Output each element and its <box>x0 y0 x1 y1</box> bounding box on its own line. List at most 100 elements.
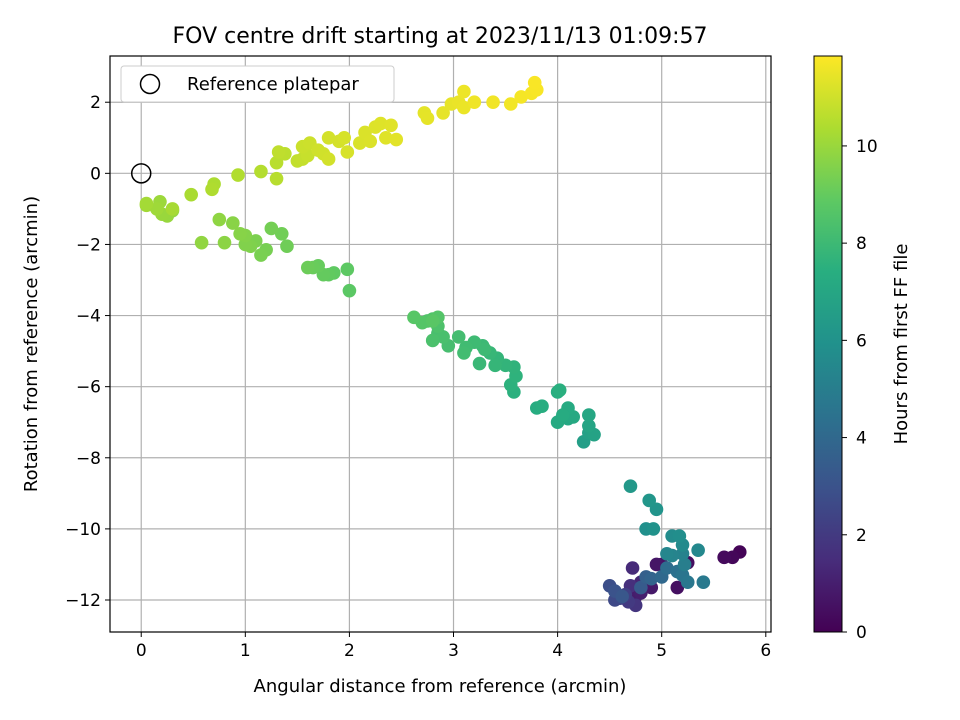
data-point <box>269 171 284 186</box>
data-point <box>691 543 705 558</box>
colorbar-gradient <box>813 55 843 633</box>
x-tick-label: 4 <box>552 641 563 661</box>
data-point <box>457 100 471 115</box>
data-point <box>670 580 685 595</box>
x-tick-label: 6 <box>760 641 771 661</box>
data-point <box>384 118 398 133</box>
x-axis-label: Angular distance from reference (arcmin) <box>254 676 627 697</box>
data-point <box>233 226 247 241</box>
x-tick-label: 3 <box>448 641 459 661</box>
data-point <box>205 182 219 197</box>
data-point <box>552 383 567 398</box>
data-point <box>582 408 596 422</box>
colorbar-tick-label: 10 <box>856 137 878 157</box>
data-point <box>477 342 492 357</box>
x-tick-label: 2 <box>344 641 355 661</box>
data-point <box>634 580 648 595</box>
data-point <box>363 134 378 149</box>
data-point <box>194 235 209 250</box>
data-point <box>271 145 286 159</box>
y-tick-label: −10 <box>65 520 101 540</box>
data-point <box>660 561 674 575</box>
legend-reference-marker <box>139 73 161 95</box>
data-point <box>696 575 711 590</box>
data-points <box>130 75 747 613</box>
data-point <box>184 187 198 202</box>
data-point <box>425 314 440 328</box>
data-point <box>226 216 240 230</box>
data-point <box>340 262 355 277</box>
data-point <box>425 333 440 348</box>
grid-lines <box>110 56 771 632</box>
data-point <box>150 202 164 216</box>
data-point <box>680 575 695 590</box>
y-tick-label: 2 <box>90 93 101 113</box>
legend-entry-label: Reference platepar <box>187 74 359 95</box>
colorbar-ticks: 0 2 4 6 8 10 <box>842 137 878 643</box>
data-point <box>472 356 487 371</box>
plot-frame <box>109 55 772 633</box>
data-point <box>353 136 367 150</box>
data-point <box>623 479 638 494</box>
y-tick-label: 0 <box>90 164 101 184</box>
legend: Reference platepar <box>120 65 395 103</box>
colorbar-tick-label: 2 <box>856 526 867 546</box>
colorbar-tick-label: 4 <box>856 429 867 449</box>
colorbar-tick-label: 6 <box>856 331 867 351</box>
data-point <box>321 152 336 166</box>
data-point <box>165 202 180 216</box>
legend-box <box>120 65 395 103</box>
data-point <box>677 557 692 572</box>
data-point <box>407 310 421 325</box>
data-point <box>649 557 664 572</box>
x-tick-label: 1 <box>240 641 251 661</box>
data-point <box>556 408 570 422</box>
data-point <box>457 346 471 360</box>
colorbar: 0 2 4 6 8 10 Hours from first FF file <box>813 55 912 643</box>
data-point <box>212 212 227 227</box>
data-point <box>274 226 289 241</box>
data-point <box>503 97 518 111</box>
data-point <box>254 164 268 179</box>
y-tick-label: −12 <box>65 591 101 611</box>
data-point <box>300 260 315 275</box>
data-point <box>642 493 657 508</box>
data-point <box>486 95 500 110</box>
data-point <box>264 221 279 236</box>
data-point <box>436 330 450 344</box>
chart-title: FOV centre drift starting at 2023/11/13 … <box>173 24 708 49</box>
data-point <box>527 75 542 90</box>
x-tick-label: 0 <box>136 641 147 661</box>
data-point <box>280 239 294 254</box>
data-point <box>231 168 245 182</box>
data-point <box>467 95 482 110</box>
data-point <box>337 130 352 145</box>
reference-platepar-marker <box>130 163 152 184</box>
y-axis-label: Rotation from reference (arcmin) <box>21 196 42 492</box>
data-point <box>340 145 355 159</box>
data-point <box>373 116 388 131</box>
data-point <box>379 130 393 145</box>
data-point <box>342 283 357 298</box>
data-point <box>514 90 528 104</box>
y-tick-label: −2 <box>76 235 101 255</box>
data-point <box>389 132 404 147</box>
data-point <box>582 418 596 433</box>
data-point <box>451 330 466 344</box>
data-point <box>139 196 154 211</box>
data-point <box>672 529 687 543</box>
data-point <box>646 522 661 536</box>
colorbar-tick-label: 0 <box>856 623 867 643</box>
data-point <box>535 399 549 414</box>
data-point <box>436 106 450 120</box>
colorbar-label: Hours from first FF file <box>891 244 912 445</box>
axes: 0 1 2 3 4 5 6 −12 −10 −8 −6 −4 −2 0 2 <box>65 93 771 661</box>
y-tick-label: −4 <box>76 307 101 327</box>
data-point <box>615 589 629 604</box>
data-point <box>254 248 268 262</box>
colorbar-tick-label: 8 <box>856 234 867 254</box>
data-point <box>321 130 336 145</box>
y-tick-label: −6 <box>76 378 101 398</box>
data-point <box>420 111 435 126</box>
